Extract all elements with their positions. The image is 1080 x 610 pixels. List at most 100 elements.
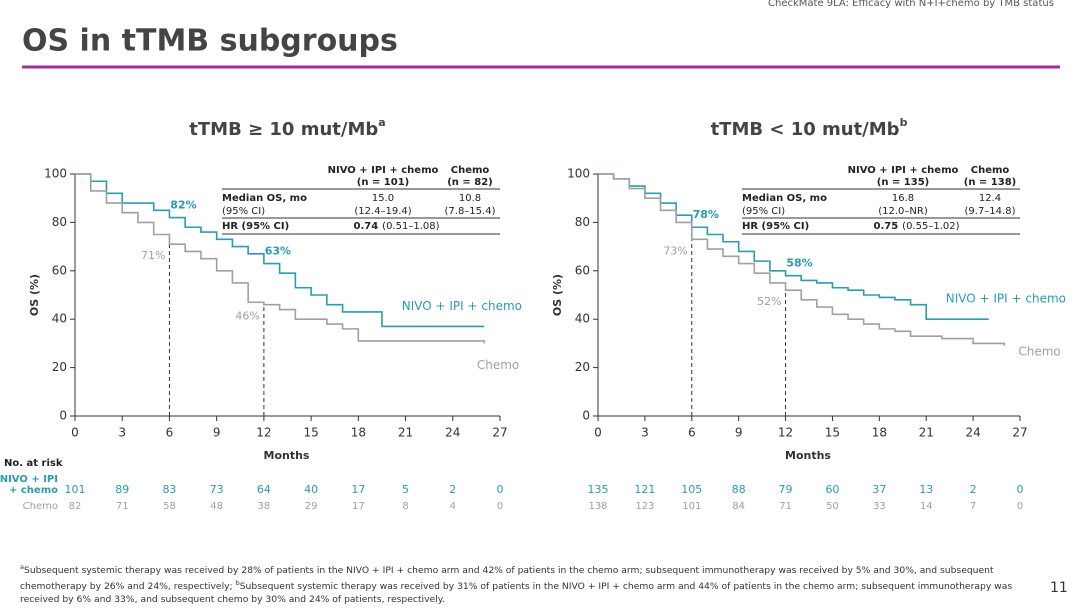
y-axis-label: OS (%) — [551, 274, 564, 316]
risk-table-title: No. at risk — [4, 458, 63, 469]
survival-curve — [598, 173, 989, 320]
table-text: (n = 101) — [357, 177, 409, 188]
x-tick-label: 24 — [965, 426, 980, 440]
x-tick-label: 9 — [213, 426, 221, 440]
x-tick-label: 24 — [445, 426, 460, 440]
table-text: 16.8 — [892, 193, 914, 204]
x-tick-label: 6 — [688, 426, 696, 440]
x-tick-label: 18 — [872, 426, 887, 440]
risk-count: 4 — [450, 501, 456, 512]
page-number: 11 — [1050, 580, 1068, 596]
table-text: NIVO + IPI + chemo — [328, 165, 439, 176]
footnote: aSubsequent systemic therapy was receive… — [20, 561, 1020, 606]
table-text: 10.8 — [459, 193, 481, 204]
risk-count: 88 — [732, 483, 746, 496]
risk-count: 82 — [69, 501, 82, 512]
table-text: 12.4 — [979, 193, 1001, 204]
risk-count: 105 — [681, 483, 702, 496]
x-tick-label: 0 — [71, 426, 79, 440]
x-tick-label: 27 — [492, 426, 507, 440]
x-tick-label: 0 — [594, 426, 602, 440]
risk-count: 101 — [65, 483, 86, 496]
risk-row-label: NIVO + IPI — [0, 474, 58, 485]
x-tick-label: 9 — [735, 426, 743, 440]
x-tick-label: 15 — [303, 426, 318, 440]
risk-count: 0 — [497, 483, 504, 496]
chart-title-superscript: b — [900, 116, 908, 129]
y-tick-label: 60 — [52, 263, 67, 277]
y-tick-label: 0 — [59, 409, 67, 423]
survival-curve — [598, 173, 1006, 346]
risk-count: 79 — [779, 483, 793, 496]
risk-count: 29 — [305, 501, 318, 512]
risk-count: 123 — [635, 501, 654, 512]
annotation-label: 73% — [663, 244, 687, 257]
x-tick-label: 6 — [166, 426, 174, 440]
risk-count: 71 — [116, 501, 129, 512]
slide-title: OS in tTMB subgroups — [22, 24, 398, 59]
risk-count: 7 — [970, 501, 976, 512]
x-tick-label: 15 — [825, 426, 840, 440]
x-axis-label: Months — [264, 449, 310, 462]
footnote-marker: a — [20, 563, 24, 571]
risk-count: 135 — [588, 483, 609, 496]
risk-count: 13 — [919, 483, 933, 496]
risk-count: 37 — [872, 483, 886, 496]
running-title: CheckMate 9LA: Efficacy with N+I+chemo b… — [768, 0, 1054, 9]
chart-title: tTMB ≥ 10 mut/Mba — [189, 116, 385, 140]
table-text: (n = 82) — [447, 177, 493, 188]
hazard-ratio: 0.74 — [353, 221, 378, 232]
risk-count: 0 — [497, 501, 503, 512]
survival-curve — [75, 173, 486, 344]
chart-title-text: tTMB < 10 mut/Mb — [711, 119, 900, 140]
x-tick-label: 21 — [398, 426, 413, 440]
table-text: HR (95% CI) — [222, 221, 289, 232]
series-label: Chemo — [477, 358, 519, 372]
footnote-text: Subsequent systemic therapy was received… — [20, 565, 994, 593]
risk-count: 83 — [162, 483, 176, 496]
x-tick-label: 27 — [1012, 426, 1027, 440]
table-text: 0.74 (0.51–1.08) — [353, 221, 439, 232]
footnote-text: Subsequent systemic therapy was received… — [20, 581, 1013, 606]
table-text: (n = 135) — [877, 177, 929, 188]
table-text: (95% CI) — [742, 206, 785, 217]
x-tick-label: 3 — [118, 426, 126, 440]
y-tick-label: 40 — [52, 312, 67, 326]
x-tick-label: 12 — [778, 426, 793, 440]
table-text: Median OS, mo — [742, 193, 827, 204]
annotation-label: 78% — [693, 208, 719, 221]
annotation-label: 71% — [141, 249, 165, 262]
hazard-ratio: 0.75 — [873, 221, 898, 232]
hazard-ratio-ci: (0.51–1.08) — [382, 221, 439, 232]
annotation-label: 63% — [265, 245, 291, 258]
risk-count: 5 — [402, 483, 409, 496]
risk-count: 8 — [402, 501, 408, 512]
y-tick-label: 100 — [44, 167, 67, 181]
x-tick-label: 18 — [351, 426, 366, 440]
risk-count: 14 — [920, 501, 933, 512]
table-text: Chemo — [451, 165, 490, 176]
table-text: 15.0 — [372, 193, 394, 204]
risk-count: 0 — [1017, 483, 1024, 496]
y-tick-label: 20 — [52, 360, 67, 374]
risk-count: 121 — [634, 483, 655, 496]
risk-count: 33 — [873, 501, 886, 512]
y-tick-label: 40 — [575, 312, 590, 326]
series-label: NIVO + IPI + chemo — [946, 292, 1066, 306]
footnote-marker: b — [235, 579, 240, 588]
table-text: NIVO + IPI + chemo — [848, 165, 959, 176]
table-text: (12.4–19.4) — [354, 206, 411, 217]
risk-count: 60 — [825, 483, 839, 496]
chart-title: tTMB < 10 mut/Mbb — [711, 116, 908, 140]
y-tick-label: 60 — [575, 263, 590, 277]
x-tick-label: 21 — [919, 426, 934, 440]
annotation-label: 52% — [757, 295, 781, 308]
risk-count: 2 — [449, 483, 456, 496]
risk-count: 2 — [970, 483, 977, 496]
risk-count: 48 — [210, 501, 223, 512]
y-tick-label: 80 — [52, 215, 67, 229]
risk-count: 84 — [732, 501, 745, 512]
y-tick-label: 100 — [567, 167, 590, 181]
risk-count: 58 — [163, 501, 176, 512]
